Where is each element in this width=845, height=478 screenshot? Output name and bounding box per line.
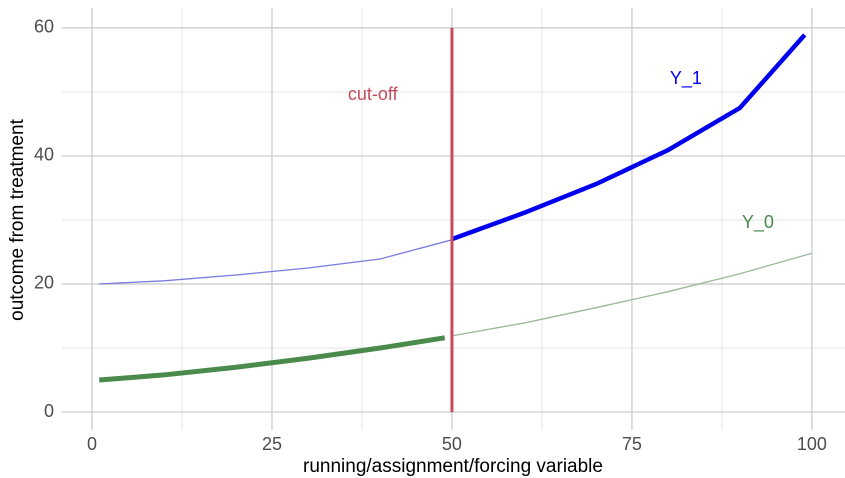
annotation: Y_1 <box>670 68 702 89</box>
series-line <box>99 335 446 383</box>
x-tick-label: 100 <box>797 434 827 454</box>
x-tick-label: 75 <box>622 434 642 454</box>
series-line <box>451 33 807 242</box>
y-tick-label: 40 <box>34 145 54 165</box>
series-line <box>451 252 813 337</box>
y-axis-title: outcome from treatment <box>7 118 28 320</box>
y-tick-label: 0 <box>44 401 54 421</box>
y-tick-label: 20 <box>34 273 54 293</box>
annotation: Y_0 <box>742 212 774 233</box>
annotation: cut-off <box>348 84 399 104</box>
series-line <box>99 239 453 285</box>
y-tick-label: 60 <box>34 17 54 37</box>
x-tick-label: 0 <box>87 434 97 454</box>
x-axis-title: running/assignment/forcing variable <box>303 456 603 477</box>
x-tick-label: 50 <box>442 434 462 454</box>
x-tick-label: 25 <box>262 434 282 454</box>
